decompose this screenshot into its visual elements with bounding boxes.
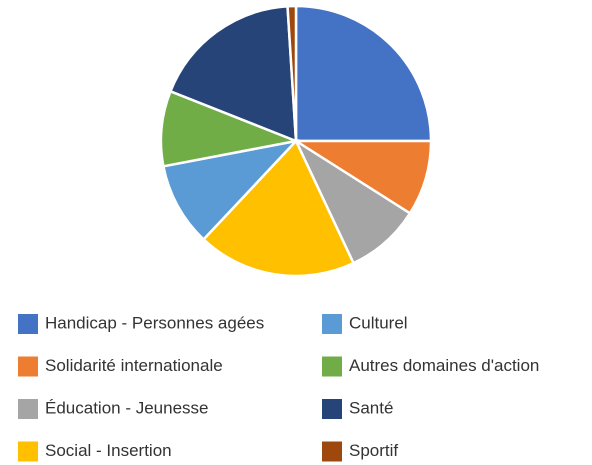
legend-label: Santé bbox=[349, 398, 393, 417]
legend-swatch bbox=[18, 314, 38, 334]
legend-swatch bbox=[18, 441, 38, 462]
pie-slice bbox=[294, 4, 433, 143]
legend-swatch bbox=[322, 441, 342, 462]
legend-label: Éducation - Jeunesse bbox=[45, 398, 209, 417]
legend-swatch bbox=[18, 399, 38, 419]
legend-label: Handicap - Personnes agées bbox=[45, 313, 264, 332]
legend-label: Social - Insertion bbox=[45, 441, 172, 460]
pie-slice bbox=[201, 138, 356, 278]
legend-label: Sportif bbox=[349, 441, 398, 460]
pie-slice bbox=[168, 4, 298, 143]
legend-swatch bbox=[322, 356, 342, 377]
legend-swatch bbox=[18, 356, 38, 377]
pie-slice bbox=[161, 139, 300, 242]
legend-label: Culturel bbox=[349, 313, 408, 332]
legend-swatch bbox=[322, 314, 342, 334]
legend-swatch bbox=[322, 399, 342, 419]
legend-label: Autres domaines d'action bbox=[349, 356, 539, 375]
pie-slice bbox=[286, 4, 298, 142]
legend-label: Solidarité internationale bbox=[45, 356, 223, 375]
